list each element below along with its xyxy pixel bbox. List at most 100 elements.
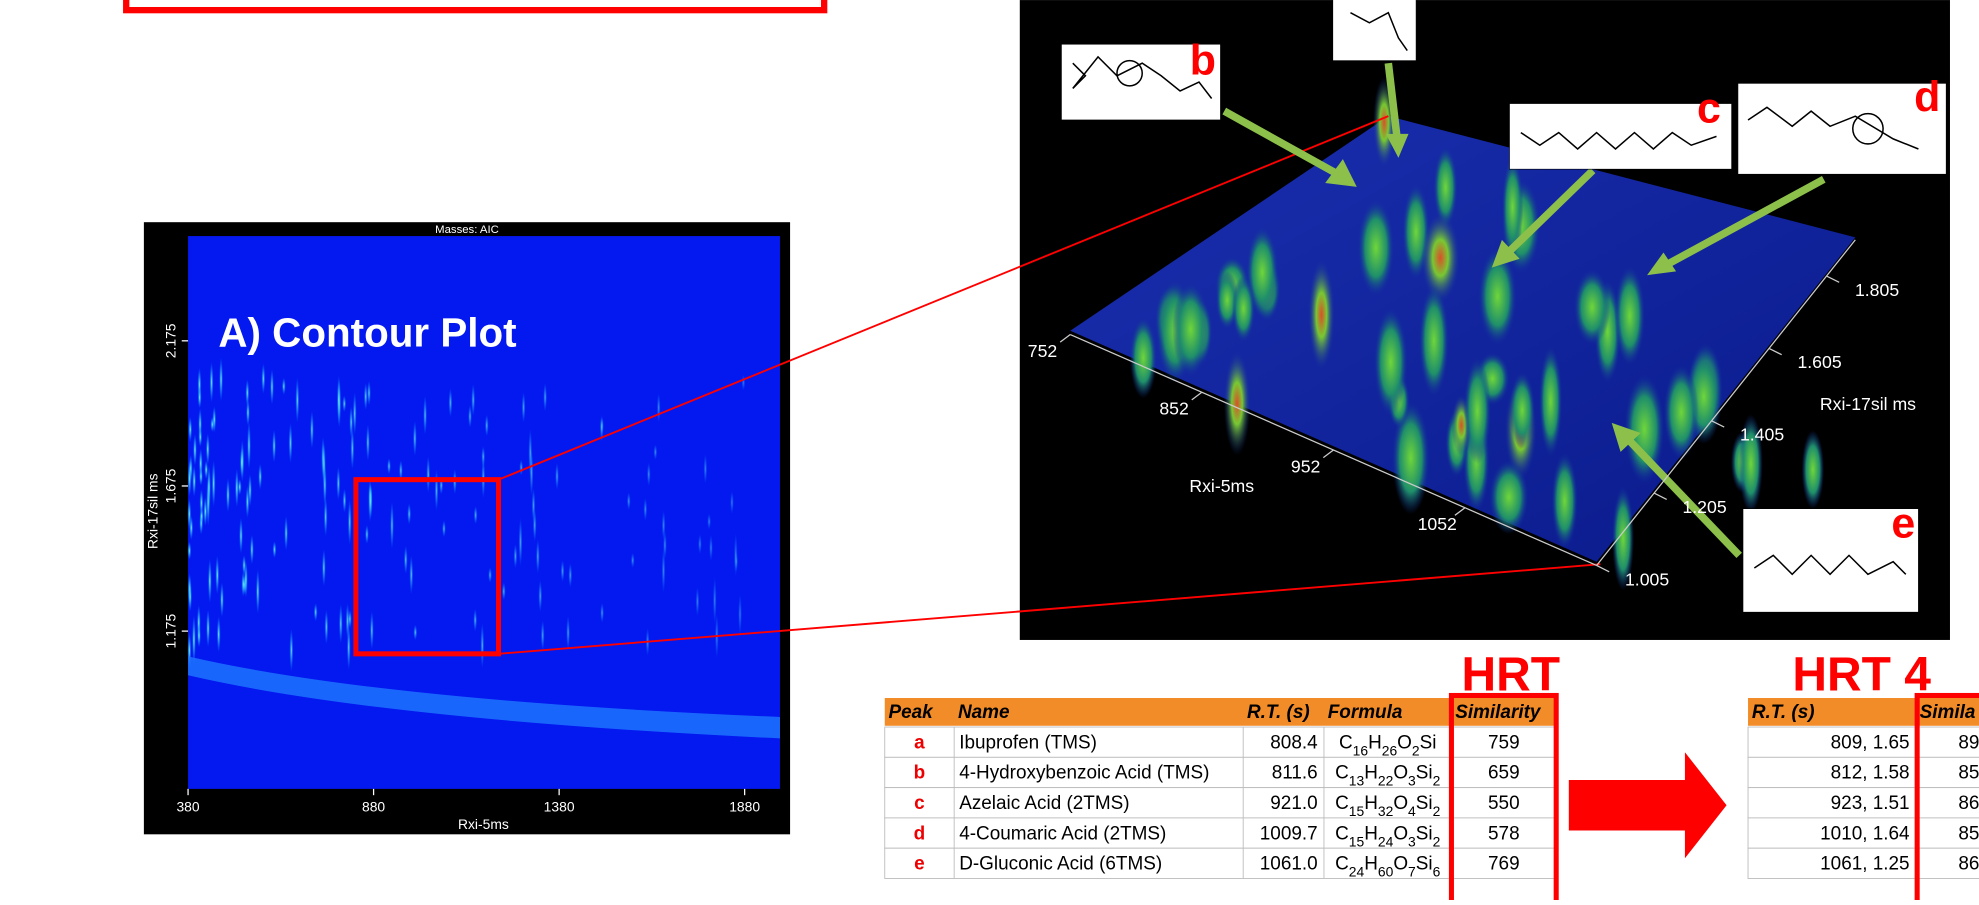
streak [387,458,391,474]
formula-part: O [1393,763,1408,784]
streak [197,624,201,648]
streak [187,541,191,560]
peak [1510,372,1535,449]
contour-title: A) Contour Plot [218,309,516,355]
cell: 4-Hydroxybenzoic Acid (TMS) [959,763,1209,784]
streak [198,387,202,409]
peak [1664,365,1699,459]
streak [188,582,192,612]
cell: 86 [1958,854,1979,875]
streak [342,395,346,412]
formula-part: Si [1416,854,1433,875]
subscript: 2 [1433,833,1441,849]
streak [364,383,368,411]
formula-part: Si [1416,763,1433,784]
column-header: R.T. (s) [1247,702,1310,723]
streak [538,579,542,612]
streak [192,465,196,497]
formula-part: H [1364,854,1378,875]
streak [473,609,477,632]
streak [198,427,202,447]
streak [423,395,427,435]
streak [696,587,700,617]
peak [1574,270,1610,345]
streak [220,582,224,617]
streak [709,534,713,561]
streak [413,421,417,457]
cell: a [914,732,925,753]
column-header: Similarity [1455,702,1542,723]
streak [741,375,745,391]
peak-label: e [1891,500,1915,548]
streak [310,411,314,449]
x-tick-label: 752 [1028,341,1057,361]
page-body: Masses: AIC A) Contour Plot Rxi-5ms Rxi-… [0,0,1979,900]
streak [519,459,523,475]
cell: D-Gluconic Acid (6TMS) [959,854,1162,875]
streak [366,424,370,461]
peak [1464,358,1491,464]
subscript: 22 [1378,772,1394,788]
streak [248,474,252,507]
cell: 578 [1488,823,1520,844]
formula-part: O [1397,732,1412,753]
peak [1421,213,1460,303]
formula-part: C [1335,793,1349,814]
x-tick-label: 852 [1159,399,1188,419]
subscript: 32 [1378,803,1394,819]
cell: 86 [1958,793,1979,814]
streak [350,427,354,470]
streak [555,463,559,491]
cell: 1061.0 [1260,854,1318,875]
streak [212,460,216,508]
streak [273,541,277,558]
subscript: 2 [1433,772,1441,788]
column-header: Formula [1328,702,1403,723]
column-header: Peak [889,702,935,723]
formula-part: Si [1420,732,1437,753]
streak [409,555,413,595]
peak [1172,283,1209,376]
cell: 4-Coumaric Acid (2TMS) [959,823,1166,844]
cell: 659 [1488,763,1520,784]
table-title: HRT 4 [1792,648,1931,701]
peak [1308,260,1334,371]
peak [1358,200,1394,296]
x-tick-label: 380 [176,798,199,814]
streak [261,363,265,394]
peak-label: d [1914,73,1940,121]
streak [442,520,446,537]
streak [348,499,352,546]
streak [474,506,478,524]
streak [289,628,293,672]
formula-part: Si [1416,793,1433,814]
streak [203,497,207,527]
streak [270,369,274,405]
streak [407,503,411,524]
red-frame [126,0,824,10]
subscript: 16 [1353,742,1369,758]
formula-part: H [1368,732,1382,753]
peak-label: c [1697,84,1721,132]
streak [247,421,251,470]
streak [238,479,242,495]
streak [522,392,526,423]
cell: 85 [1958,763,1979,784]
subscript: 60 [1378,863,1394,879]
streak [471,384,475,417]
formula-part: C [1335,854,1349,875]
streak [502,582,506,600]
streak [698,534,702,554]
page: {"contour_plot": {"title": "A) Contour P… [0,0,1979,900]
peak [1374,308,1407,415]
streak [212,406,216,433]
streak [336,466,340,500]
streak [713,576,717,624]
streak [348,610,352,629]
x-axis-label: Rxi-5ms [1189,476,1254,496]
formula-part: O [1393,823,1408,844]
x-tick-label: 1380 [544,798,575,814]
formula-part: H [1364,763,1378,784]
streak [347,624,351,670]
formula-part: C [1339,732,1353,753]
